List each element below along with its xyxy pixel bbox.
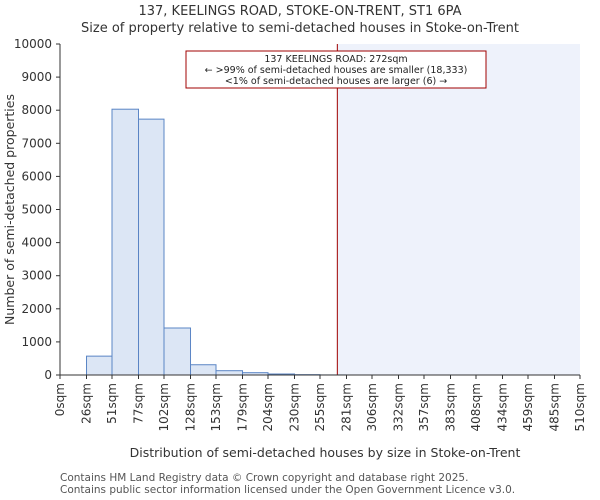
annotation-box (185, 50, 487, 89)
x-tick-label: 26sqm (80, 383, 94, 424)
x-tick-label: 485sqm (548, 383, 562, 431)
histogram-bar (163, 327, 192, 376)
annotation-smaller: ← >99% of semi-detached houses are small… (205, 65, 468, 76)
x-tick-label: 306sqm (365, 383, 379, 431)
footer-copyright: Contains HM Land Registry data © Crown c… (60, 472, 469, 484)
chart-title: 137, KEELINGS ROAD, STOKE-ON-TRENT, ST1 … (138, 4, 462, 19)
y-tick-label: 3000 (21, 269, 52, 283)
x-tick-label: 0sqm (53, 383, 67, 416)
y-tick-label: 4000 (21, 236, 52, 250)
x-tick-label: 255sqm (313, 383, 327, 431)
y-tick-label: 7000 (21, 136, 52, 150)
x-tick-label: 230sqm (288, 383, 302, 431)
annotation-title: 137 KEELINGS ROAD: 272sqm (264, 54, 407, 65)
x-tick-label: 128sqm (184, 383, 198, 431)
x-tick-label: 459sqm (521, 383, 535, 431)
x-tick-label: 510sqm (573, 383, 587, 431)
histogram-bar (190, 364, 217, 376)
x-tick-label: 383sqm (444, 383, 458, 431)
y-tick-label: 6000 (21, 169, 52, 183)
axes-group: 0 1000 2000 3000 4000 5000 6000 7000 8000 9000 100… (14, 37, 587, 431)
histogram-bar (86, 355, 113, 376)
x-tick-label: 434sqm (496, 383, 510, 431)
x-tick-label: 153sqm (209, 383, 223, 431)
y-tick-label: 0 (44, 368, 52, 382)
x-tick-label: 408sqm (469, 383, 483, 431)
y-tick-label: 5000 (21, 203, 52, 217)
x-tick-label: 102sqm (157, 383, 171, 431)
x-tick-label: 281sqm (340, 383, 354, 431)
y-tick-label: 9000 (21, 70, 52, 84)
y-tick-label: 10000 (14, 37, 52, 51)
x-tick-label: 332sqm (392, 383, 406, 431)
footer-licence: Contains public sector information licen… (60, 484, 516, 496)
x-axis-title: Distribution of semi-detached houses by … (130, 445, 521, 460)
marker-annotation: 137 KEELINGS ROAD: 272sqm ← >99% of semi… (185, 50, 487, 89)
annotation-larger: <1% of semi-detached houses are larger (… (225, 76, 447, 87)
x-tick-label: 51sqm (105, 383, 119, 424)
y-tick-label: 1000 (21, 335, 52, 349)
histogram-bar (138, 118, 165, 376)
y-tick-label: 8000 (21, 103, 52, 117)
x-tick-label: 179sqm (236, 383, 250, 431)
y-tick-label: 2000 (21, 302, 52, 316)
bars-group (86, 108, 348, 376)
histogram-bar (111, 108, 140, 376)
x-tick-label: 357sqm (417, 383, 431, 431)
x-tick-label: 204sqm (261, 383, 275, 431)
y-axis-title: Number of semi-detached properties (2, 94, 17, 325)
larger-properties-region (337, 44, 580, 375)
histogram-bar (215, 370, 244, 376)
x-tick-label: 77sqm (132, 383, 146, 424)
chart-subtitle: Size of property relative to semi-detach… (81, 21, 519, 36)
